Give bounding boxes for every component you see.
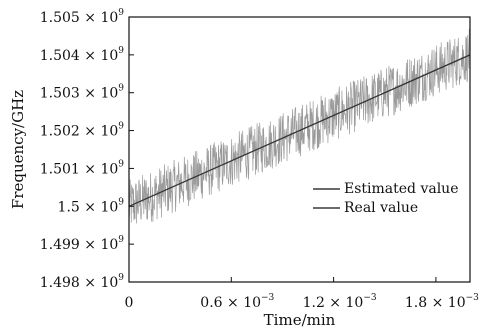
y-tick-label: 1.502 × 109	[40, 122, 125, 140]
x-tick-label: 0	[125, 295, 134, 311]
series-line-1	[128, 54, 471, 207]
series-line-0	[128, 28, 471, 224]
legend-label-estimated: Estimated value	[344, 181, 459, 197]
y-tick-label: 1.499 × 109	[40, 235, 125, 253]
y-tick-label: 1.5 × 109	[58, 197, 125, 215]
x-tick-label: 0.6 × 10−3	[200, 293, 274, 311]
y-tick-label: 1.505 × 109	[40, 8, 125, 26]
plot-frame	[128, 16, 471, 283]
y-tick-label: 1.503 × 109	[40, 84, 125, 102]
y-tick-label: 1.501 × 109	[40, 159, 125, 177]
y-tick-label: 1.498 × 109	[40, 273, 125, 291]
ticks-layer: 0 0.6 × 10−3 1.2 × 10−3 1.8 × 10−3 1.498 × 1…	[40, 8, 479, 311]
legend-label-real: Real value	[344, 200, 418, 216]
x-tick-label: 1.8 × 10−3	[405, 293, 479, 311]
y-tick-label: 1.504 × 109	[40, 46, 125, 64]
x-tick-label: 1.2 × 10−3	[303, 293, 377, 311]
legend: Estimated value Real value	[313, 181, 459, 216]
series-layer	[128, 28, 471, 224]
x-axis-title: Time/min	[264, 311, 336, 328]
y-axis-title: Frequency/GHz	[9, 90, 27, 209]
